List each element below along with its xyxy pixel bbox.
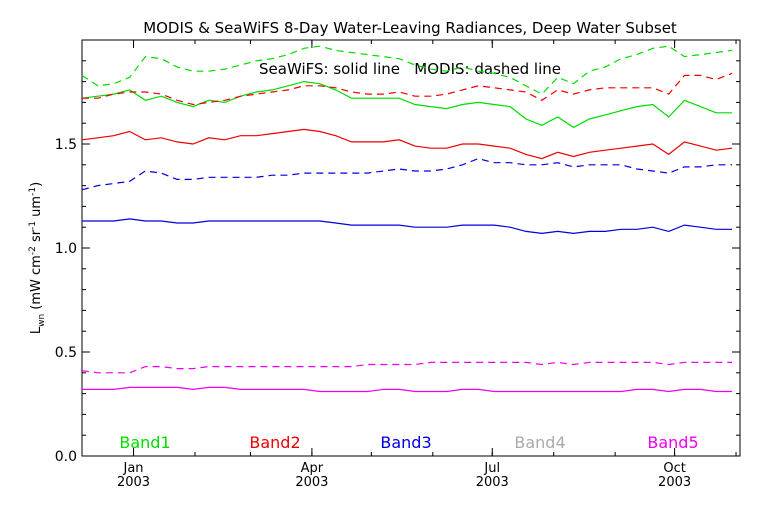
series-line-band5-solid [82,386,733,393]
legend-item-band3: Band3 [380,433,431,452]
legend-item-band1: Band1 [119,433,170,452]
y-axis-title-part: um [29,196,44,221]
y-axis-title-part: L [29,326,44,334]
y-tick-label: 1.0 [55,241,77,257]
chart-title: MODIS & SeaWiFS 8-Day Water-Leaving Radi… [143,19,677,37]
x-tick-year: 2003 [295,475,328,490]
x-tick-month: Jul [483,461,500,476]
y-tick-label: 1.5 [55,137,77,153]
x-tick-month: Oct [663,461,685,476]
series-line-band1-dashed [81,45,733,95]
y-tick-label: 0.0 [55,449,77,465]
series-line-band1-solid [81,80,733,129]
y-axis-title: Lwn (mW cm-2 sr-1 um-1) [28,182,47,334]
legend-item-band4: Band4 [514,433,565,452]
y-axis-title-part: -1 [28,187,38,196]
x-tick-month: Apr [301,461,324,476]
y-axis-title-part: wn [37,314,47,327]
line-style-note: SeaWiFS: solid line MODIS: dashed line [259,60,561,78]
series-line-band3-solid [82,218,733,235]
y-tick-label: 0.5 [55,345,77,361]
series-line-band2-dashed [82,72,733,106]
series-line-band3-dashed [81,157,733,191]
y-axis-title-part: (mW cm [29,255,44,314]
series-line-band2-solid [81,128,733,160]
y-axis-label: Lwn (mW cm-2 sr-1 um-1) [28,182,47,334]
x-tick-month: Jan [123,461,144,476]
legend-item-band2: Band2 [249,433,300,452]
legend: Band1 Band2 Band3 Band4 Band5 [119,433,698,452]
legend-item-band5: Band5 [647,433,698,452]
y-axis-title-part: ) [29,182,44,187]
x-tick-year: 2003 [658,475,691,490]
x-tick-year: 2003 [117,475,150,490]
y-axis-title-part: -2 [28,246,38,255]
series-layer [81,45,733,393]
y-axis-title-part: sr [29,229,44,246]
y-axis-title-part: -1 [28,221,38,230]
series-line-band5-dashed [81,361,733,374]
x-tick-year: 2003 [476,475,509,490]
